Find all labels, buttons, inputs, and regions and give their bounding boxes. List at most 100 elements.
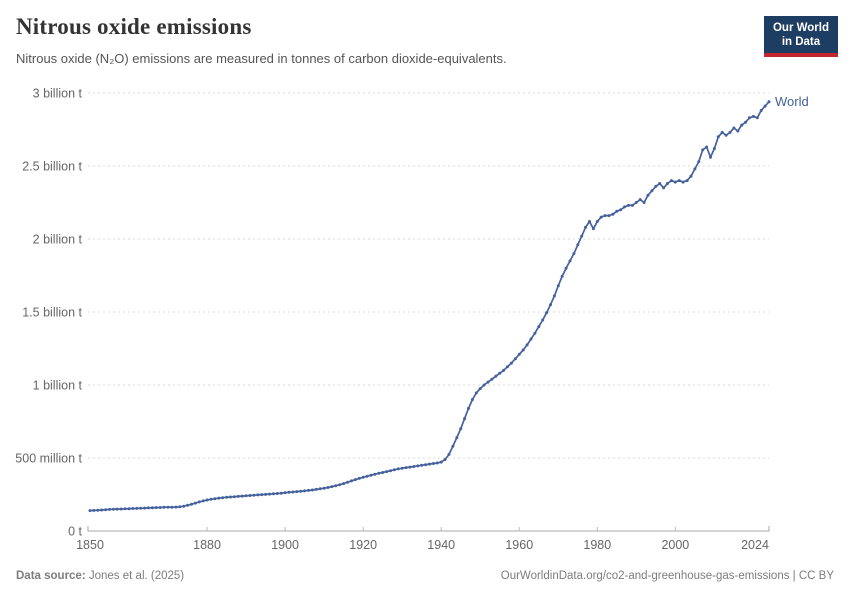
data-point[interactable] — [392, 468, 396, 472]
data-point[interactable] — [279, 491, 283, 495]
data-point[interactable] — [447, 452, 451, 456]
data-point[interactable] — [150, 506, 154, 510]
data-point[interactable] — [494, 374, 498, 378]
data-point[interactable] — [716, 135, 720, 139]
data-point[interactable] — [744, 120, 748, 124]
data-point[interactable] — [115, 507, 119, 511]
data-point[interactable] — [400, 466, 404, 470]
data-point[interactable] — [627, 203, 630, 207]
data-point[interactable] — [588, 220, 591, 223]
data-point[interactable] — [416, 464, 420, 468]
data-point[interactable] — [638, 198, 642, 202]
data-point[interactable] — [705, 145, 709, 149]
data-point[interactable] — [373, 472, 377, 476]
data-point[interactable] — [96, 508, 100, 512]
data-point[interactable] — [190, 502, 193, 506]
data-point[interactable] — [724, 133, 728, 137]
data-point[interactable] — [108, 507, 111, 511]
data-point[interactable] — [213, 497, 217, 501]
data-point[interactable] — [615, 209, 619, 213]
data-point[interactable] — [584, 225, 588, 229]
data-point[interactable] — [182, 504, 186, 508]
data-point[interactable] — [295, 490, 299, 494]
data-point[interactable] — [322, 486, 326, 490]
data-point[interactable] — [748, 116, 751, 120]
data-point[interactable] — [498, 371, 502, 375]
data-point[interactable] — [326, 486, 330, 489]
data-point[interactable] — [564, 266, 568, 270]
data-point[interactable] — [634, 201, 638, 204]
data-point[interactable] — [252, 493, 256, 497]
data-point[interactable] — [666, 182, 669, 185]
data-point[interactable] — [728, 130, 732, 134]
data-point[interactable] — [377, 471, 381, 475]
data-point[interactable] — [712, 147, 716, 150]
data-point[interactable] — [755, 116, 759, 120]
data-point[interactable] — [318, 487, 322, 491]
data-point[interactable] — [162, 505, 166, 509]
data-point[interactable] — [143, 506, 147, 510]
owid-logo[interactable]: Our World in Data — [763, 16, 838, 57]
data-point[interactable] — [209, 497, 213, 501]
data-point[interactable] — [424, 463, 428, 467]
data-point[interactable] — [673, 180, 677, 184]
data-point[interactable] — [506, 365, 509, 369]
data-point[interactable] — [607, 214, 611, 218]
data-point[interactable] — [135, 506, 139, 510]
data-point[interactable] — [591, 227, 595, 231]
data-point[interactable] — [701, 148, 705, 152]
data-point[interactable] — [307, 488, 310, 492]
data-point[interactable] — [119, 507, 123, 511]
data-point[interactable] — [759, 109, 763, 112]
data-point[interactable] — [443, 458, 447, 461]
data-point[interactable] — [244, 494, 248, 498]
data-point[interactable] — [217, 496, 221, 500]
data-point[interactable] — [697, 160, 701, 164]
data-point[interactable] — [482, 383, 486, 387]
data-point[interactable] — [201, 499, 205, 503]
data-point[interactable] — [365, 474, 369, 478]
data-point[interactable] — [287, 490, 291, 494]
data-point[interactable] — [229, 495, 232, 499]
data-point[interactable] — [170, 505, 174, 509]
data-point[interactable] — [646, 193, 650, 197]
data-point[interactable] — [490, 377, 494, 381]
data-point[interactable] — [474, 391, 478, 395]
data-point[interactable] — [256, 493, 260, 497]
data-point[interactable] — [158, 506, 162, 509]
data-point[interactable] — [100, 508, 104, 512]
data-point[interactable] — [529, 337, 533, 341]
data-point[interactable] — [580, 234, 584, 238]
data-point[interactable] — [560, 274, 564, 278]
data-point[interactable] — [412, 465, 416, 468]
data-point[interactable] — [709, 155, 712, 159]
data-point[interactable] — [595, 220, 599, 223]
data-point[interactable] — [736, 129, 740, 133]
data-point[interactable] — [541, 318, 545, 322]
data-point[interactable] — [740, 123, 744, 127]
data-point[interactable] — [572, 252, 576, 256]
data-point[interactable] — [556, 284, 560, 288]
data-point[interactable] — [658, 182, 662, 185]
data-point[interactable] — [451, 444, 455, 448]
data-point[interactable] — [240, 494, 244, 498]
data-point[interactable] — [732, 126, 736, 130]
data-point[interactable] — [131, 507, 135, 510]
data-point[interactable] — [467, 406, 470, 410]
data-point[interactable] — [193, 501, 197, 505]
data-point[interactable] — [346, 480, 350, 484]
data-point[interactable] — [330, 485, 334, 489]
data-point[interactable] — [248, 494, 252, 497]
data-point[interactable] — [685, 179, 689, 183]
data-point[interactable] — [271, 492, 275, 496]
data-point[interactable] — [630, 203, 634, 207]
data-point[interactable] — [478, 387, 482, 391]
data-point[interactable] — [260, 493, 264, 497]
data-point[interactable] — [689, 174, 693, 178]
data-point[interactable] — [642, 201, 646, 204]
data-point[interactable] — [264, 492, 268, 496]
data-point[interactable] — [404, 466, 408, 470]
data-point[interactable] — [361, 475, 365, 479]
data-point[interactable] — [619, 208, 623, 212]
data-point[interactable] — [513, 357, 517, 361]
